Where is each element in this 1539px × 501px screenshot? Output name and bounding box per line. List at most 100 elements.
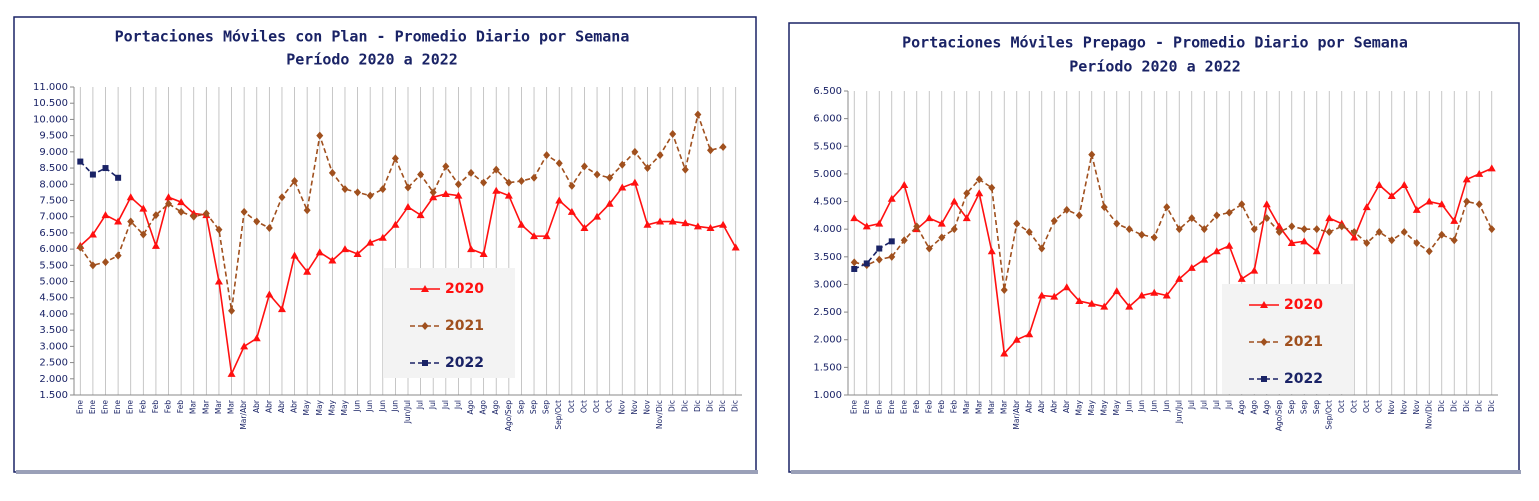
marker	[379, 185, 387, 194]
marker	[492, 186, 501, 194]
marker	[1037, 291, 1046, 299]
marker	[950, 225, 958, 234]
marker	[139, 204, 148, 212]
x-tick-label: Ene	[88, 400, 97, 414]
marker	[731, 243, 740, 251]
marker	[391, 154, 399, 163]
x-tick-label: Oct	[1337, 400, 1346, 413]
y-tick-label: 3.500	[813, 252, 842, 263]
x-tick-label: Jun	[353, 400, 362, 413]
y-tick-label: 6.500	[39, 228, 68, 239]
marker	[669, 130, 677, 139]
marker	[580, 162, 588, 171]
marker	[1187, 263, 1196, 271]
marker	[1125, 225, 1133, 234]
marker	[421, 285, 429, 292]
x-tick-label: Ago	[1237, 400, 1246, 415]
marker	[875, 255, 883, 264]
x-tick-label: Nov/Dic	[655, 400, 664, 429]
marker	[240, 342, 249, 350]
marker	[530, 173, 538, 182]
marker	[227, 369, 236, 377]
x-tick-label: Mar	[227, 399, 236, 414]
panel-shadow	[791, 470, 1521, 474]
x-tick-label: Feb	[949, 400, 958, 414]
x-tick-label: Ago	[466, 400, 475, 415]
marker	[1125, 302, 1134, 310]
marker	[1150, 288, 1159, 296]
marker	[1225, 241, 1234, 249]
marker	[1175, 225, 1183, 234]
marker	[542, 232, 551, 240]
y-tick-label: 3.000	[813, 279, 842, 290]
chart-title: Portaciones Móviles con Plan - Promedio …	[115, 28, 630, 46]
marker	[863, 260, 870, 267]
x-tick-label: Nov	[1399, 399, 1408, 414]
marker	[164, 193, 173, 201]
legend-label: 2022	[1284, 371, 1323, 387]
marker	[1462, 175, 1471, 183]
marker	[151, 241, 160, 249]
marker	[1100, 203, 1108, 212]
marker	[631, 147, 639, 156]
x-tick-label: Oct	[579, 400, 588, 413]
marker	[1450, 236, 1458, 245]
marker	[165, 199, 173, 208]
marker	[1438, 230, 1446, 239]
x-tick-label: Dic	[718, 400, 727, 412]
marker	[925, 244, 933, 253]
x-tick-label: Ago/Sep	[1274, 400, 1283, 431]
marker	[1050, 216, 1058, 225]
y-tick-label: 6.500	[813, 86, 842, 97]
marker	[568, 181, 576, 190]
x-tick-label: Nov/Dic	[1424, 400, 1433, 429]
marker	[656, 151, 664, 160]
marker	[1263, 214, 1271, 223]
marker	[656, 217, 665, 225]
x-tick-label: Sep/Oct	[1324, 400, 1333, 430]
marker	[1261, 376, 1267, 382]
marker	[328, 168, 336, 177]
marker	[1250, 266, 1259, 274]
marker	[1188, 214, 1196, 223]
marker	[1338, 222, 1346, 231]
x-tick-label: Feb	[937, 400, 946, 414]
marker	[593, 170, 601, 179]
marker	[1212, 247, 1221, 255]
marker	[442, 162, 450, 171]
marker	[102, 165, 109, 172]
y-tick-label: 8.000	[39, 179, 68, 190]
x-tick-label: Ene	[101, 400, 110, 414]
marker	[1413, 239, 1421, 247]
x-tick-label: Jun	[1137, 400, 1146, 413]
x-tick-label: Sep	[542, 400, 551, 414]
marker	[719, 220, 728, 228]
x-tick-label: Nov	[1412, 399, 1421, 414]
x-tick-label: Oct	[1362, 400, 1371, 413]
x-tick-label: Ene	[849, 400, 858, 414]
marker	[404, 202, 412, 210]
marker	[987, 247, 996, 255]
x-tick-label: Jun	[378, 400, 387, 413]
x-tick-label: Mar	[214, 399, 223, 414]
marker	[416, 211, 425, 219]
x-tick-label: May	[1099, 399, 1108, 415]
x-tick-label: Ene	[126, 400, 135, 414]
marker	[1237, 274, 1246, 282]
marker	[1450, 216, 1459, 224]
x-tick-label: May	[315, 399, 324, 415]
marker	[1375, 227, 1383, 236]
panel-shadow	[16, 470, 758, 474]
x-tick-label: Mar	[987, 399, 996, 414]
marker	[580, 224, 589, 232]
x-tick-label: Feb	[164, 400, 173, 414]
x-tick-label: Sep	[529, 400, 538, 414]
marker	[139, 230, 147, 239]
marker	[1013, 219, 1021, 228]
x-tick-label: Dic	[1474, 400, 1483, 412]
y-tick-label: 3.500	[39, 325, 68, 336]
x-tick-label: Ago	[1262, 400, 1271, 415]
marker	[719, 142, 727, 151]
marker	[252, 334, 261, 342]
x-tick-label: Sep	[516, 400, 525, 414]
